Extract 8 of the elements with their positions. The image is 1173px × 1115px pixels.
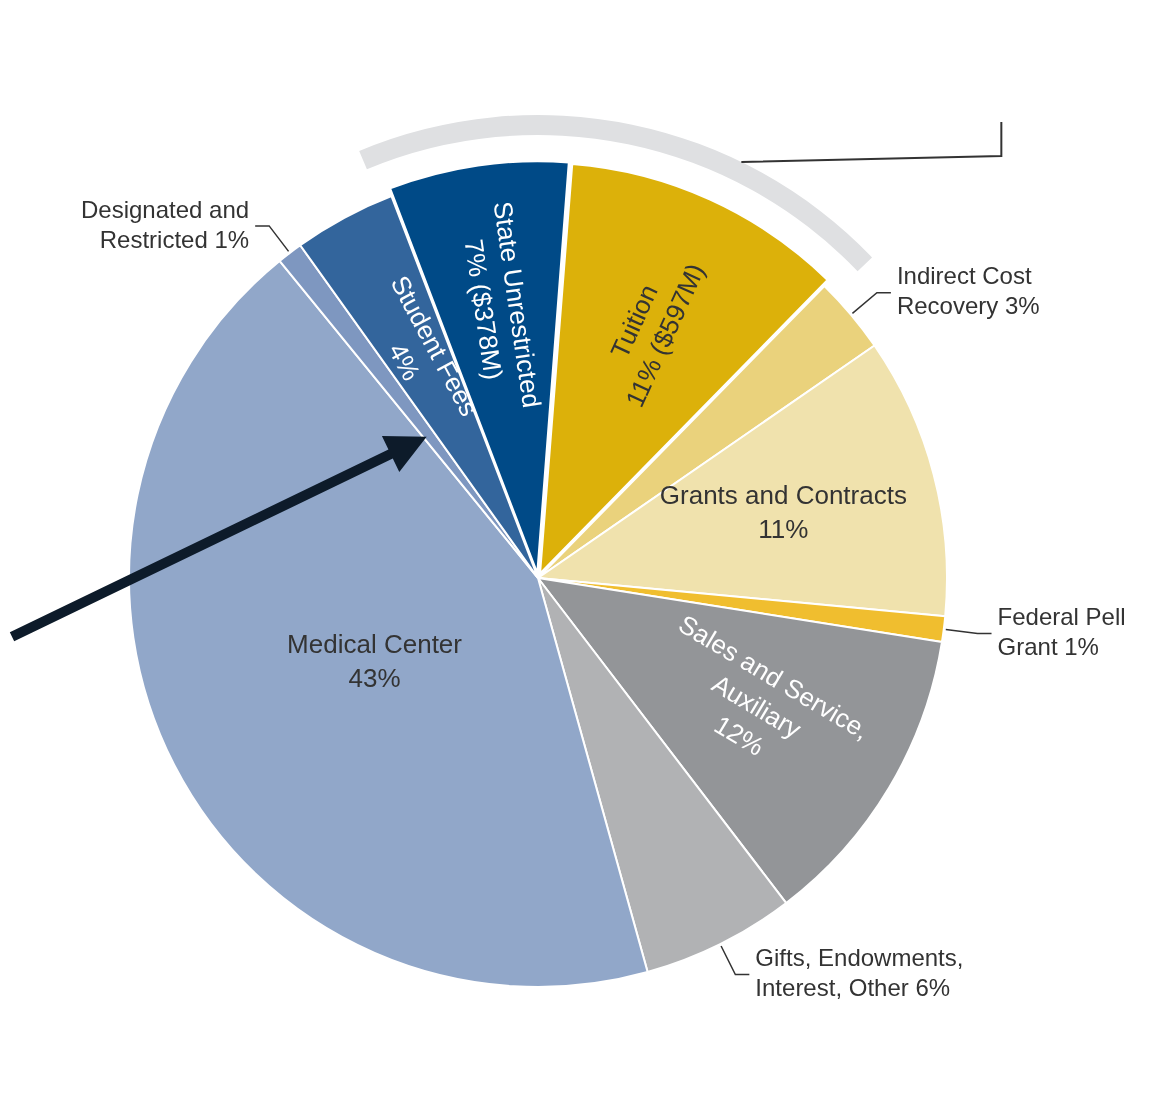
slice-label: Medical Center [287, 628, 463, 659]
slice-label: Federal Pell Grant 1% [997, 603, 1126, 661]
slice-label: Grants and Contracts [659, 480, 907, 511]
slice-label: Indirect Cost Recovery 3% [896, 262, 1040, 320]
data-label: 11% [758, 514, 809, 545]
data-label: 43% [348, 662, 401, 693]
slice-label: Designated and Restricted 1% [81, 195, 250, 253]
slice-label: Gifts, Endowments, Interest, Other 6% [755, 944, 964, 1002]
